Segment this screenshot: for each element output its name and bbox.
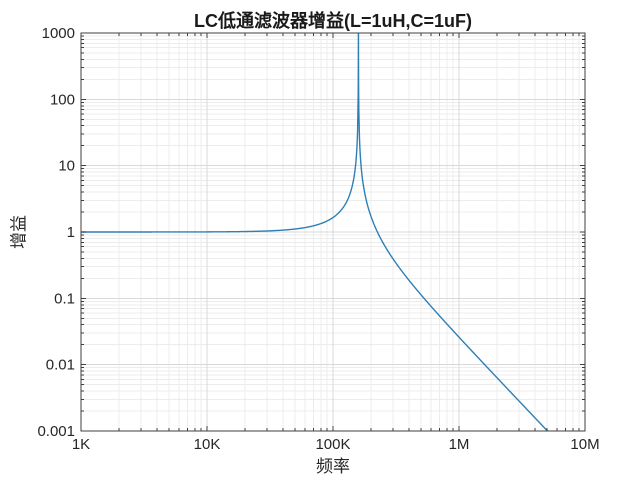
x-tick-label: 10K (194, 436, 221, 453)
y-tick-labels: 1000 100 10 1 0.1 0.01 0.001 (37, 25, 75, 440)
x-tick-label: 1M (449, 436, 470, 453)
x-axis-label: 频率 (316, 457, 350, 476)
y-tick-label: 0.1 (54, 290, 75, 307)
x-tick-label: 1K (72, 436, 90, 453)
tick-marks (80, 32, 586, 432)
y-tick-label: 0.001 (37, 423, 75, 440)
y-tick-label: 10 (58, 158, 75, 175)
chart-title: LC低通滤波器增益(L=1uH,C=1uF) (193, 11, 472, 31)
major-gridlines (81, 33, 585, 431)
x-tick-label: 10M (570, 436, 599, 453)
y-tick-label: 1 (67, 224, 75, 241)
y-tick-label: 1000 (42, 25, 75, 42)
y-tick-label: 0.01 (46, 357, 75, 374)
x-tick-labels: 1K 10K 100K 1M 10M (72, 436, 600, 453)
series-line-LC低通滤波器增益 (81, 33, 549, 431)
y-tick-label: 100 (50, 91, 75, 108)
x-tick-label: 100K (315, 436, 350, 453)
